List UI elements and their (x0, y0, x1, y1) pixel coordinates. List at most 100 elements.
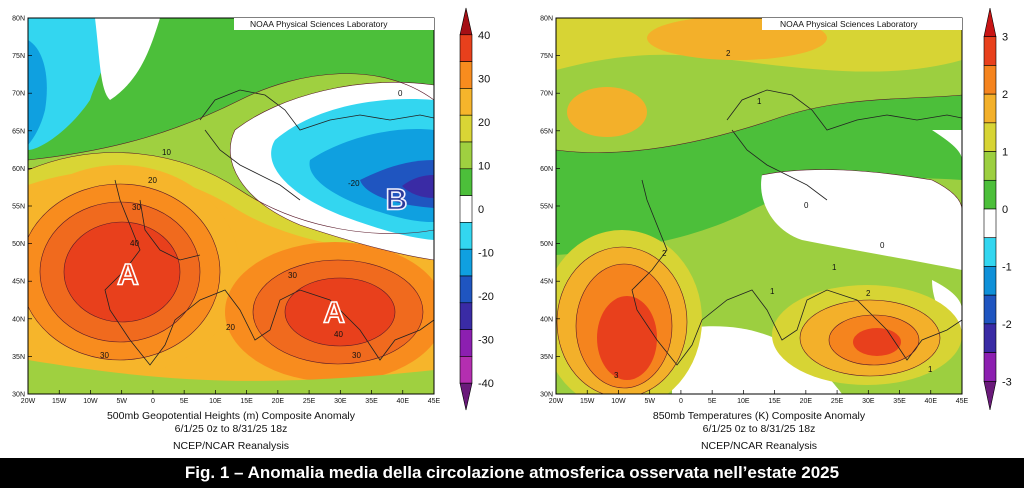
colorbar-label: 20 (478, 117, 490, 129)
colorbar-swatch (983, 208, 997, 239)
colorbar-label: -20 (478, 291, 494, 303)
contour-label: 0 (880, 241, 885, 250)
colorbar-swatch (459, 302, 473, 330)
lat-label: 55N (12, 204, 25, 211)
lon-label: 35E (365, 398, 378, 405)
right-map-panel: 2 1 1 0 0 2 1 1 2 3 NOAA Physical Scienc… (512, 0, 1024, 460)
contour-label: 20 (226, 323, 235, 332)
lon-label: 0 (151, 398, 155, 405)
colorbar-cap (459, 382, 473, 411)
left-contours (28, 73, 434, 365)
lat-label: 40N (12, 316, 25, 323)
left-lon-labels: 20W 15W 10W 5W 0 5E 10E 15E 20E 25E 30E 35E 40E 45E (21, 390, 441, 405)
high-pressure-marker: A (323, 296, 345, 329)
lon-label: 20E (272, 398, 285, 405)
colorbar-swatch (983, 36, 997, 66)
contour-label: 1 (757, 97, 762, 106)
high-pressure-marker: A (117, 259, 139, 292)
lat-label: 80N (12, 16, 25, 23)
lat-label: 70N (540, 91, 553, 98)
lat-label: 50N (12, 241, 25, 248)
left-contour-labels: 10 20 30 40 30 20 30 40 30 0 -20 (100, 89, 403, 360)
left-colorbar: 40 30 20 10 0 -10 -20 -30 -40 (459, 7, 494, 411)
colorbar-label: -40 (478, 378, 494, 390)
lon-label: 15E (240, 398, 253, 405)
contour-label: 30 (352, 351, 361, 360)
lat-label: 80N (540, 16, 553, 23)
lat-label: 60N (540, 166, 553, 173)
contour-label: 3 (614, 371, 619, 380)
right-title-line1: 850mb Temperatures (K) Composite Anomaly (653, 410, 866, 422)
lat-label: 30N (12, 392, 25, 399)
lon-label: 10E (209, 398, 222, 405)
left-credit: NOAA Physical Sciences Laboratory (250, 19, 388, 29)
right-lon-labels: 20W 15W 10W 5W 0 5E 10E 15E 20E 25E 30E 35E 40E 45E (549, 390, 969, 405)
left-title-line3: NCEP/NCAR Reanalysis (173, 440, 289, 452)
colorbar-swatch (459, 168, 473, 196)
left-map-panel: 10 20 30 40 30 20 30 40 30 0 -20 NOAA Ph… (0, 0, 512, 460)
colorbar-label: 2 (1002, 89, 1008, 101)
contour-label: 40 (130, 239, 139, 248)
contour-label: 0 (398, 89, 403, 98)
lat-label: 50N (540, 241, 553, 248)
colorbar-swatch (983, 179, 997, 210)
colorbar-swatch (459, 141, 473, 170)
colorbar-label: -10 (478, 248, 494, 260)
lat-label: 30N (540, 392, 553, 399)
lat-label: 45N (540, 279, 553, 286)
contour-label: 2 (726, 49, 731, 58)
contour-label: 0 (804, 201, 809, 210)
right-credit-box (762, 18, 962, 30)
right-map-svg: 2 1 1 0 0 2 1 1 2 3 NOAA Physical Scienc… (540, 7, 1012, 452)
colorbar-label: -3 (1002, 376, 1012, 388)
contour-label: 1 (928, 365, 933, 374)
right-title-line2: 6/1/25 0z to 8/31/25 18z (703, 423, 816, 435)
right-contours (556, 94, 962, 394)
right-title-line3: NCEP/NCAR Reanalysis (701, 440, 817, 452)
contour-label: 40 (334, 330, 343, 339)
lat-label: 75N (12, 53, 25, 60)
colorbar-label: 3 (1002, 32, 1008, 44)
lon-label: 5E (708, 398, 717, 405)
lon-label: 25E (831, 398, 844, 405)
right-contour-labels: 2 1 1 0 0 2 1 1 2 3 (614, 49, 933, 380)
colorbar-swatch (983, 352, 997, 382)
left-title-line2: 6/1/25 0z to 8/31/25 18z (175, 423, 288, 435)
lat-label: 70N (12, 91, 25, 98)
lat-label: 40N (540, 316, 553, 323)
colorbar-cap (983, 7, 997, 38)
colorbar-label: -30 (478, 335, 494, 347)
colorbar-swatch (983, 323, 997, 353)
lon-label: 45E (428, 398, 441, 405)
right-lat-labels: 80N 75N 70N 65N 60N 55N 50N 45N 40N 35N 30N (540, 16, 560, 399)
left-coastlines (104, 89, 434, 366)
right-colorbar: 3 2 1 0 -1 -2 -3 (983, 7, 1012, 411)
contour-label: 20 (148, 176, 157, 185)
lon-label: 35E (893, 398, 906, 405)
colorbar-swatch (459, 248, 473, 277)
lon-label: 20E (800, 398, 813, 405)
lon-label: 40E (397, 398, 410, 405)
left-title-line1: 500mb Geopotential Heights (m) Composite… (107, 410, 356, 422)
lon-label: 45E (956, 398, 969, 405)
colorbar-swatch (459, 61, 473, 89)
colorbar-cap (459, 7, 473, 36)
colorbar-label: -2 (1002, 319, 1012, 331)
colorbar-swatch (459, 114, 473, 143)
colorbar-cap (983, 380, 997, 411)
colorbar-swatch (459, 329, 473, 357)
colorbar-label: -1 (1002, 261, 1012, 273)
lat-label: 35N (12, 354, 25, 361)
lon-label: 40E (925, 398, 938, 405)
right-anomaly-field (556, 18, 962, 394)
lon-label: 10W (611, 398, 626, 405)
lat-label: 65N (540, 128, 553, 135)
lon-label: 25E (303, 398, 316, 405)
contour-label: 1 (832, 263, 837, 272)
colorbar-label: 0 (1002, 204, 1008, 216)
contour-label: 2 (662, 249, 667, 258)
lon-label: 30E (862, 398, 875, 405)
colorbar-label: 1 (1002, 147, 1008, 159)
lon-label: 10E (737, 398, 750, 405)
colorbar-label: 0 (478, 204, 484, 216)
